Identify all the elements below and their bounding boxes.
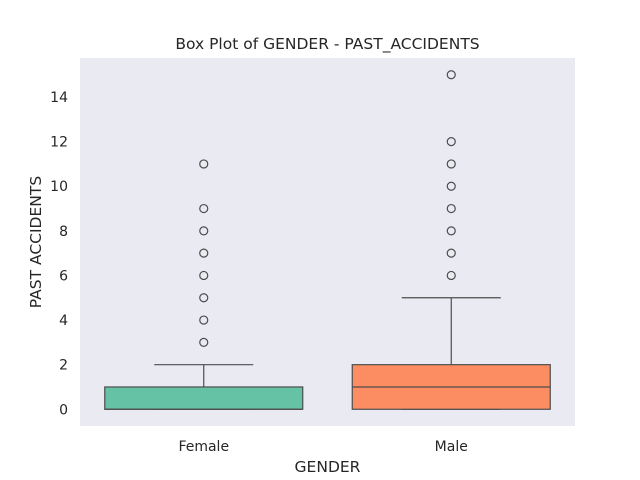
y-tick-label: 14 [50, 90, 68, 106]
outlier-point [199, 315, 209, 325]
y-tick-label: 2 [59, 358, 68, 374]
y-tick-label: 10 [50, 179, 68, 195]
y-tick-label: 0 [59, 402, 68, 418]
outlier-point [199, 248, 209, 258]
box-group-male [351, 70, 551, 410]
outlier-point [199, 293, 209, 303]
outlier-point [199, 226, 209, 236]
chart-title: Box Plot of GENDER - PAST_ACCIDENTS [175, 35, 479, 54]
outlier-point [199, 337, 209, 347]
outlier-point [446, 181, 456, 191]
box-iqr [104, 386, 304, 410]
outlier-point [446, 270, 456, 281]
outlier-point [199, 203, 209, 214]
outlier-point [446, 159, 456, 169]
outlier-point [446, 203, 456, 214]
outlier-point [199, 159, 209, 169]
outlier-point [446, 137, 456, 147]
y-tick-label: 8 [59, 224, 68, 240]
x-tick-label: Female [178, 439, 229, 455]
box-group-female [104, 159, 304, 410]
x-axis-label: GENDER [295, 458, 361, 476]
x-ticks: Female Male [178, 439, 467, 455]
outlier-point [199, 270, 209, 281]
y-ticks: 0 2 4 6 8 10 12 14 [50, 90, 68, 418]
y-tick-label: 12 [50, 135, 68, 151]
boxes-layer [104, 70, 551, 410]
y-axis-label: PAST ACCIDENTS [27, 176, 45, 308]
outlier-point [446, 248, 456, 258]
y-tick-label: 6 [59, 268, 68, 284]
y-tick-label: 4 [59, 313, 68, 329]
outlier-point [446, 70, 456, 80]
x-tick-label: Male [435, 439, 468, 455]
outlier-point [446, 226, 456, 236]
